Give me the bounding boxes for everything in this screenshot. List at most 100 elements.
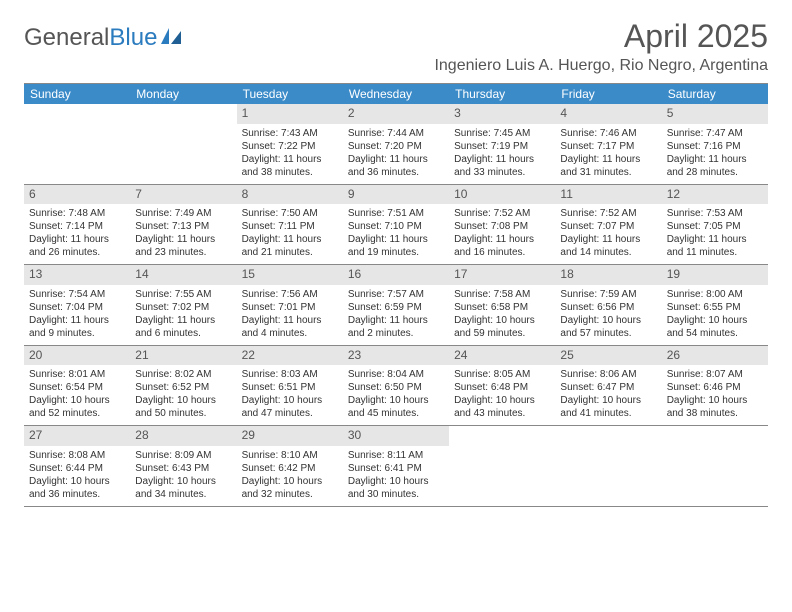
empty-cell [130,104,236,184]
day-number: 10 [449,185,555,205]
logo: GeneralBlue [24,24,185,52]
day-number: 5 [662,104,768,124]
day-cell: 20Sunrise: 8:01 AMSunset: 6:54 PMDayligh… [24,346,130,426]
day-cell: 2 Sunrise: 7:44 AMSunset: 7:20 PMDaylight… [343,104,449,184]
sunset-line: Sunset: 7:17 PM [560,140,656,153]
empty-cell [24,104,130,184]
daylight-line: Daylight: 11 hours and 38 minutes. [242,153,338,179]
day-number: 16 [343,265,449,285]
sunrise-line: Sunrise: 7:43 AM [242,127,338,140]
day-cell: 27Sunrise: 8:08 AMSunset: 6:44 PMDayligh… [24,426,130,506]
daylight-line: Daylight: 10 hours and 32 minutes. [242,475,338,501]
day-number: 11 [555,185,661,205]
day-number: 9 [343,185,449,205]
day-number: 17 [449,265,555,285]
sail-icon [159,26,185,51]
day-body: Sunrise: 7:43 AMSunset: 7:22 PMDaylight:… [237,124,343,184]
sunset-line: Sunset: 6:47 PM [560,381,656,394]
daylight-line: Daylight: 11 hours and 14 minutes. [560,233,656,259]
day-cell: 25Sunrise: 8:06 AMSunset: 6:47 PMDayligh… [555,346,661,426]
day-number: 26 [662,346,768,366]
sunset-line: Sunset: 7:05 PM [667,220,763,233]
daylight-line: Daylight: 10 hours and 47 minutes. [242,394,338,420]
day-body: Sunrise: 7:56 AMSunset: 7:01 PMDaylight:… [237,285,343,345]
day-number: 14 [130,265,236,285]
day-body: Sunrise: 7:52 AMSunset: 7:08 PMDaylight:… [449,204,555,264]
sunset-line: Sunset: 7:14 PM [29,220,125,233]
daylight-line: Daylight: 11 hours and 33 minutes. [454,153,550,179]
daylight-line: Daylight: 11 hours and 4 minutes. [242,314,338,340]
daylight-line: Daylight: 10 hours and 52 minutes. [29,394,125,420]
day-body: Sunrise: 7:54 AMSunset: 7:04 PMDaylight:… [24,285,130,345]
daylight-line: Daylight: 11 hours and 21 minutes. [242,233,338,259]
empty-cell [449,426,555,506]
daylight-line: Daylight: 11 hours and 36 minutes. [348,153,444,179]
sunset-line: Sunset: 7:01 PM [242,301,338,314]
day-number: 19 [662,265,768,285]
sunrise-line: Sunrise: 7:59 AM [560,288,656,301]
logo-text: GeneralBlue [24,24,157,52]
sunrise-line: Sunrise: 7:57 AM [348,288,444,301]
sunset-line: Sunset: 7:20 PM [348,140,444,153]
sunrise-line: Sunrise: 7:45 AM [454,127,550,140]
day-body: Sunrise: 7:59 AMSunset: 6:56 PMDaylight:… [555,285,661,345]
location: Ingeniero Luis A. Huergo, Rio Negro, Arg… [434,57,768,75]
sunrise-line: Sunrise: 7:47 AM [667,127,763,140]
day-cell: 5Sunrise: 7:47 AMSunset: 7:16 PMDaylight… [662,104,768,184]
day-cell: 16Sunrise: 7:57 AMSunset: 6:59 PMDayligh… [343,265,449,345]
sunrise-line: Sunrise: 7:51 AM [348,207,444,220]
day-number: 3 [449,104,555,124]
sunrise-line: Sunrise: 8:01 AM [29,368,125,381]
daylight-line: Daylight: 11 hours and 2 minutes. [348,314,444,340]
daylight-line: Daylight: 10 hours and 38 minutes. [667,394,763,420]
sunset-line: Sunset: 7:08 PM [454,220,550,233]
sunset-line: Sunset: 6:55 PM [667,301,763,314]
daylight-line: Daylight: 10 hours and 54 minutes. [667,314,763,340]
day-number: 24 [449,346,555,366]
day-cell: 8Sunrise: 7:50 AMSunset: 7:11 PMDaylight… [237,185,343,265]
sunrise-line: Sunrise: 8:10 AM [242,449,338,462]
calendar: SundayMondayTuesdayWednesdayThursdayFrid… [24,83,768,507]
daylight-line: Daylight: 11 hours and 9 minutes. [29,314,125,340]
day-body: Sunrise: 8:06 AMSunset: 6:47 PMDaylight:… [555,365,661,425]
sunrise-line: Sunrise: 8:02 AM [135,368,231,381]
day-number: 2 [343,104,449,124]
sunrise-line: Sunrise: 7:52 AM [454,207,550,220]
day-body: Sunrise: 7:45 AMSunset: 7:19 PMDaylight:… [449,124,555,184]
sunrise-line: Sunrise: 7:44 AM [348,127,444,140]
day-cell: 17Sunrise: 7:58 AMSunset: 6:58 PMDayligh… [449,265,555,345]
daylight-line: Daylight: 10 hours and 34 minutes. [135,475,231,501]
sunset-line: Sunset: 6:52 PM [135,381,231,394]
sunrise-line: Sunrise: 7:53 AM [667,207,763,220]
day-body: Sunrise: 7:57 AMSunset: 6:59 PMDaylight:… [343,285,449,345]
title-block: April 2025 Ingeniero Luis A. Huergo, Rio… [434,18,768,75]
day-number: 13 [24,265,130,285]
daylight-line: Daylight: 11 hours and 19 minutes. [348,233,444,259]
week-row: 6Sunrise: 7:48 AMSunset: 7:14 PMDaylight… [24,185,768,266]
sunset-line: Sunset: 6:41 PM [348,462,444,475]
day-number: 25 [555,346,661,366]
sunrise-line: Sunrise: 7:46 AM [560,127,656,140]
empty-cell [662,426,768,506]
day-cell: 24Sunrise: 8:05 AMSunset: 6:48 PMDayligh… [449,346,555,426]
day-body: Sunrise: 7:47 AMSunset: 7:16 PMDaylight:… [662,124,768,184]
day-cell: 26Sunrise: 8:07 AMSunset: 6:46 PMDayligh… [662,346,768,426]
daylight-line: Daylight: 11 hours and 26 minutes. [29,233,125,259]
sunrise-line: Sunrise: 8:00 AM [667,288,763,301]
day-cell: 30Sunrise: 8:11 AMSunset: 6:41 PMDayligh… [343,426,449,506]
sunrise-line: Sunrise: 8:05 AM [454,368,550,381]
week-row: 27Sunrise: 8:08 AMSunset: 6:44 PMDayligh… [24,426,768,507]
daylight-line: Daylight: 11 hours and 11 minutes. [667,233,763,259]
logo-word2: Blue [109,24,157,51]
day-body: Sunrise: 7:46 AMSunset: 7:17 PMDaylight:… [555,124,661,184]
day-header: Monday [130,84,236,104]
day-cell: 18Sunrise: 7:59 AMSunset: 6:56 PMDayligh… [555,265,661,345]
sunset-line: Sunset: 6:58 PM [454,301,550,314]
day-number: 28 [130,426,236,446]
sunrise-line: Sunrise: 8:08 AM [29,449,125,462]
day-number: 21 [130,346,236,366]
sunset-line: Sunset: 6:50 PM [348,381,444,394]
sunrise-line: Sunrise: 8:09 AM [135,449,231,462]
daylight-line: Daylight: 10 hours and 36 minutes. [29,475,125,501]
daylight-line: Daylight: 11 hours and 31 minutes. [560,153,656,179]
